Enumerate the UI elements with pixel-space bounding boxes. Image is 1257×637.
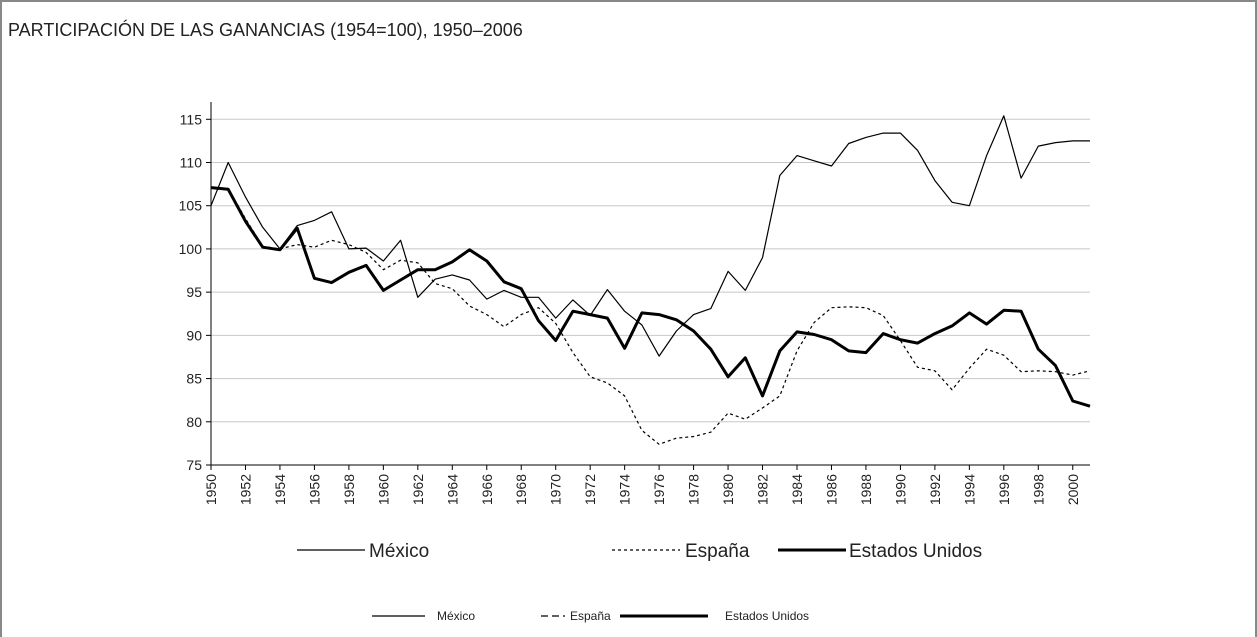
x-tick-label: 1998 (1030, 474, 1046, 505)
y-tick-label: 100 (179, 241, 203, 257)
x-tick-label: 1956 (306, 474, 322, 505)
x-tick-label: 1962 (410, 474, 426, 505)
y-tick-label: 90 (186, 327, 202, 343)
legend-label: España (570, 609, 611, 623)
x-tick-label: 1994 (961, 474, 977, 505)
y-tick-label: 85 (186, 371, 202, 387)
x-tick-label: 1972 (582, 474, 598, 505)
chart-title: PARTICIPACIÓN DE LAS GANANCIAS (1954=100… (8, 19, 523, 40)
series-line (210, 186, 1091, 408)
x-tick-label: 1950 (203, 474, 219, 505)
x-tick-label: 1958 (341, 474, 357, 505)
legend-label: México (437, 609, 475, 623)
x-tick-label: 1954 (272, 474, 288, 505)
x-tick-label: 1984 (789, 474, 805, 505)
x-tick-label: 1952 (237, 474, 253, 505)
y-tick-label: 115 (180, 111, 203, 127)
x-tick-label: 1974 (617, 474, 633, 505)
legend-label: Estados Unidos (725, 609, 809, 623)
x-tick-label: 1970 (548, 474, 564, 505)
y-tick-label: 110 (180, 155, 203, 171)
x-tick-label: 1978 (686, 474, 702, 505)
x-tick-label: 1990 (892, 474, 908, 505)
x-tick-label: 1964 (444, 474, 460, 505)
y-tick-label: 75 (186, 457, 202, 473)
x-tick-label: 1966 (479, 474, 495, 505)
x-tick-label: 1992 (927, 474, 943, 505)
y-tick-label: 80 (186, 414, 202, 430)
x-tick-label: 1968 (513, 474, 529, 505)
legend-label: España (685, 541, 750, 562)
legend-label: México (369, 541, 429, 562)
y-tick-label: 105 (179, 198, 203, 214)
legend-label: Estados Unidos (849, 541, 982, 562)
x-tick-label: 1960 (375, 474, 391, 505)
x-tick-label: 2000 (1065, 474, 1081, 505)
x-tick-label: 1986 (823, 474, 839, 505)
series-line (210, 115, 1090, 357)
x-tick-label: 1988 (858, 474, 874, 505)
x-tick-label: 1976 (651, 474, 667, 505)
x-tick-label: 1996 (996, 474, 1012, 505)
series-line (211, 187, 1091, 445)
y-tick-label: 95 (186, 284, 202, 300)
x-tick-label: 1980 (720, 474, 736, 505)
x-tick-label: 1982 (755, 474, 771, 505)
